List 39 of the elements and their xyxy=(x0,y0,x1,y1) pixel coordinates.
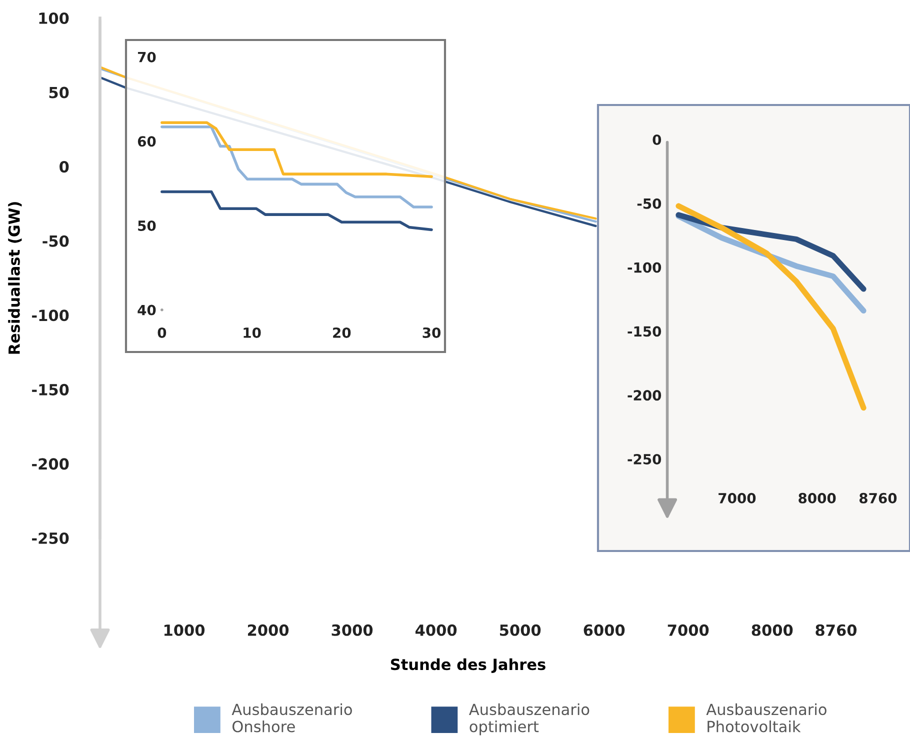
x-tick-label: 1000 xyxy=(164,624,205,636)
y-tick-label: -150 xyxy=(32,384,69,396)
y-tick-label: -200 xyxy=(32,458,69,470)
x-tick-label: 8000 xyxy=(798,492,836,504)
y-tick-label: 0 xyxy=(60,161,69,173)
y-tick-label: 70 xyxy=(138,52,156,62)
y-tick-label: 100 xyxy=(39,12,69,24)
y-tick-label: -250 xyxy=(32,532,69,544)
legend-label: Ausbauszenario Photovoltaik xyxy=(706,703,826,732)
x-tick-label: 20 xyxy=(333,327,351,338)
legend-label: Ausbauszenario optimiert xyxy=(469,703,590,736)
x-tick-label: 7000 xyxy=(718,492,756,504)
x-tick-label: 10 xyxy=(244,327,261,338)
y-tick-label: -200 xyxy=(628,390,662,401)
y-tick-label: 50 xyxy=(49,86,69,98)
x-tick-label: 8760 xyxy=(816,624,857,636)
y-tick-label: -50 xyxy=(42,235,69,247)
legend-label: Ausbauszenario Onshore xyxy=(232,703,352,732)
x-tick-label: 3000 xyxy=(332,624,373,636)
x-tick-label: 5000 xyxy=(500,624,541,636)
y-tick-label: -50 xyxy=(637,198,662,209)
y-tick-label: -100 xyxy=(628,262,662,273)
y-tick-label: 0 xyxy=(652,134,662,145)
x-tick-label: 6000 xyxy=(584,624,625,636)
x-tick-label: 4000 xyxy=(416,624,457,636)
y-axis-title: Residuallast (GW) xyxy=(8,202,22,354)
x-tick-label: 8760 xyxy=(859,492,897,504)
y-tick-label: -250 xyxy=(628,454,662,464)
x-tick-label: 8000 xyxy=(752,624,793,636)
y-tick-label: -150 xyxy=(628,326,662,337)
x-tick-label: 2000 xyxy=(248,624,289,636)
y-tick-label: 60 xyxy=(138,136,156,147)
x-tick-label: 7000 xyxy=(668,624,709,636)
y-tick-label: 50 xyxy=(138,220,156,231)
x-axis-title: Stunde des Jahres xyxy=(390,658,546,674)
x-tick-label: 30 xyxy=(422,327,441,338)
y-tick-label: -100 xyxy=(32,310,69,322)
y-tick-label: 40 xyxy=(138,304,156,316)
x-tick-label: 0 xyxy=(158,327,166,338)
